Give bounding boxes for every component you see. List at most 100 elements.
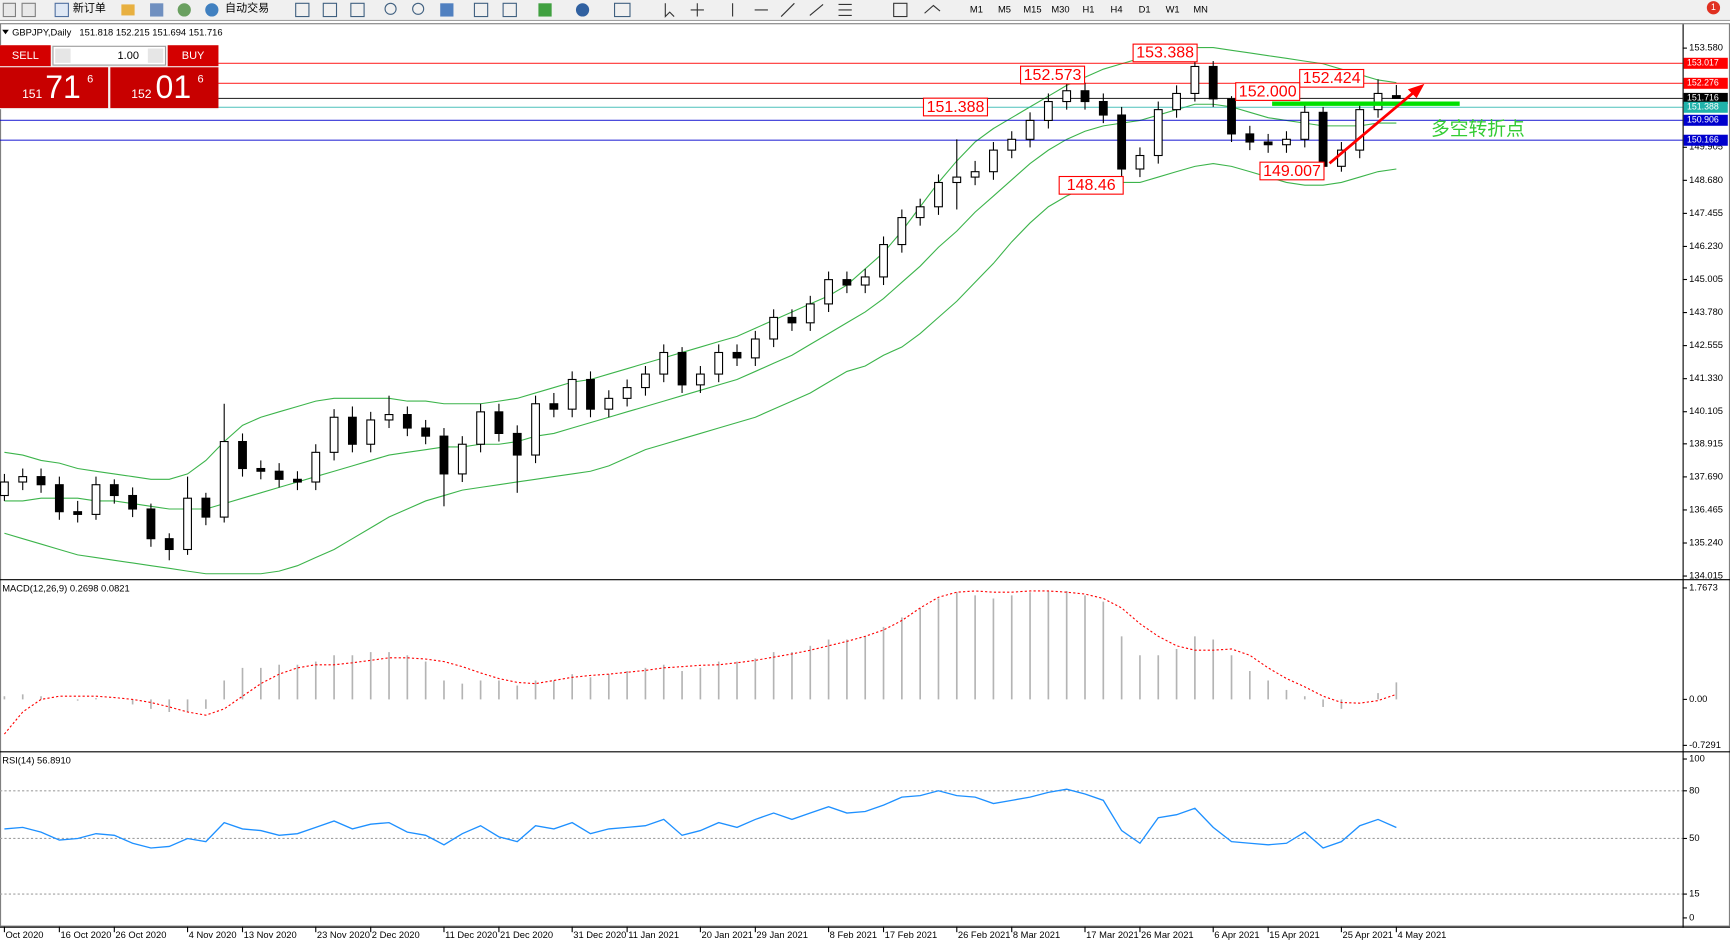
x-tick-label: 15 Apr 2021 <box>1269 930 1319 940</box>
candle-body <box>805 303 815 324</box>
candle-body <box>695 373 705 386</box>
candle-body <box>109 484 119 497</box>
y-tick-label: 50 <box>1689 833 1699 843</box>
x-tick-label: 4 Nov 2020 <box>189 930 237 940</box>
icon[interactable] <box>322 2 338 18</box>
notification-count: 1 <box>1711 2 1716 12</box>
y-tick-label: 140.105 <box>1689 406 1723 416</box>
candle-body <box>293 478 302 483</box>
collapse-arrow[interactable] <box>2 29 9 35</box>
lot-input[interactable] <box>52 45 167 66</box>
icon[interactable] <box>664 3 675 18</box>
candle-body <box>329 416 339 453</box>
x-tick-label: 17 Mar 2021 <box>1086 930 1139 940</box>
x-tick-label: 13 Nov 2020 <box>244 930 297 940</box>
candle-body <box>1025 119 1035 140</box>
icon[interactable] <box>295 2 310 18</box>
annotation-box <box>1299 68 1365 88</box>
x-tick-label: 29 Jan 2021 <box>756 930 808 940</box>
sell-price-prefix: 151 <box>22 87 42 101</box>
sell-price-box[interactable] <box>0 67 109 109</box>
lot-down[interactable] <box>55 48 71 63</box>
icon[interactable] <box>502 2 517 18</box>
arrow-head <box>1407 83 1425 99</box>
icon[interactable] <box>924 4 941 14</box>
icon[interactable] <box>21 2 36 18</box>
icon[interactable] <box>538 3 552 17</box>
y-tick-label: 0.00 <box>1689 694 1707 704</box>
rsi-title: RSI(14) 56.8910 <box>2 756 71 766</box>
x-tick-label: 11 Jan 2021 <box>628 930 679 940</box>
icon[interactable] <box>205 3 219 17</box>
candle-body <box>1391 95 1401 99</box>
x-tick-label: 23 Nov 2020 <box>317 930 370 940</box>
timeframe-button[interactable]: M15 <box>1023 4 1041 14</box>
macd-title: MACD(12,26,9) 0.2698 0.0821 <box>2 584 129 594</box>
icon[interactable] <box>732 2 795 17</box>
icon[interactable] <box>121 4 135 16</box>
lot-value: 1.00 <box>118 50 139 62</box>
icon[interactable] <box>893 2 908 18</box>
timeframe-button[interactable]: M30 <box>1051 4 1069 14</box>
timeframe-button[interactable]: M5 <box>998 4 1011 14</box>
candle-body <box>824 279 834 305</box>
candle-body <box>219 440 229 518</box>
icon[interactable] <box>440 3 454 17</box>
candle-body <box>73 511 83 515</box>
icon[interactable] <box>809 3 852 16</box>
icon[interactable] <box>150 3 164 17</box>
timeframe-button[interactable]: M1 <box>970 4 983 14</box>
candle-body <box>201 497 211 518</box>
x-tick-label: 26 Feb 2021 <box>958 930 1011 940</box>
sell-button[interactable] <box>0 45 51 67</box>
buy-price-box[interactable] <box>110 67 219 109</box>
timeframe-button[interactable]: D1 <box>1139 4 1151 14</box>
icon[interactable] <box>2 2 16 18</box>
notification-badge[interactable] <box>1706 1 1721 15</box>
candle-body <box>183 497 192 551</box>
x-tick-label: 4 May 2021 <box>1397 930 1446 940</box>
icon[interactable] <box>177 3 191 17</box>
timeframe-button[interactable]: H1 <box>1083 4 1095 14</box>
y-tick-label: 134.015 <box>1689 571 1723 581</box>
y-tick-label: 15 <box>1689 889 1699 899</box>
candle-body <box>128 494 138 510</box>
auto-trade-button[interactable]: 自动交易 <box>225 1 269 15</box>
lot-up[interactable] <box>147 48 164 63</box>
candle-body <box>714 351 724 375</box>
chart-title: GBPJPY,Daily <box>12 28 71 38</box>
y-tick-label: 143.780 <box>1689 307 1723 317</box>
new-order-button[interactable]: 新订单 <box>73 1 106 15</box>
buy-button[interactable] <box>167 45 219 67</box>
candle-body <box>1282 138 1291 146</box>
candle-body <box>1098 100 1108 116</box>
candle-body <box>1355 109 1365 151</box>
candle-body <box>1135 154 1145 170</box>
icon[interactable] <box>412 2 425 15</box>
icon[interactable] <box>473 2 489 18</box>
timeframe-button[interactable]: W1 <box>1166 4 1180 14</box>
icon[interactable] <box>384 2 397 15</box>
icon[interactable] <box>613 2 631 18</box>
timeframe-button[interactable]: MN <box>1193 4 1208 14</box>
candle-body <box>36 476 46 486</box>
candle-body <box>586 378 595 410</box>
candle-body <box>989 149 998 173</box>
level-tag-label: 150.906 <box>1687 115 1719 125</box>
candle-body <box>769 316 779 340</box>
candle-body <box>604 397 614 410</box>
icon[interactable] <box>350 2 365 18</box>
chart-frame <box>0 23 1730 927</box>
annotation-box <box>1235 82 1301 101</box>
icon[interactable] <box>690 3 704 17</box>
icon[interactable] <box>54 2 69 18</box>
candle-body <box>494 411 504 434</box>
level-tag <box>1683 114 1728 126</box>
icon[interactable] <box>575 3 590 17</box>
timeframe-button[interactable]: H4 <box>1111 4 1123 14</box>
candle-body <box>622 387 632 399</box>
buy-label: BUY <box>182 50 205 62</box>
rsi-line <box>4 788 1397 849</box>
candle-body <box>915 206 925 219</box>
